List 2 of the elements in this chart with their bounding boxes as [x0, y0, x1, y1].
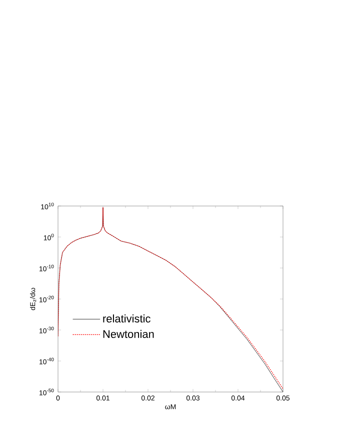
legend-label: relativistic	[103, 314, 150, 323]
legend-label: Newtonian	[103, 330, 154, 338]
